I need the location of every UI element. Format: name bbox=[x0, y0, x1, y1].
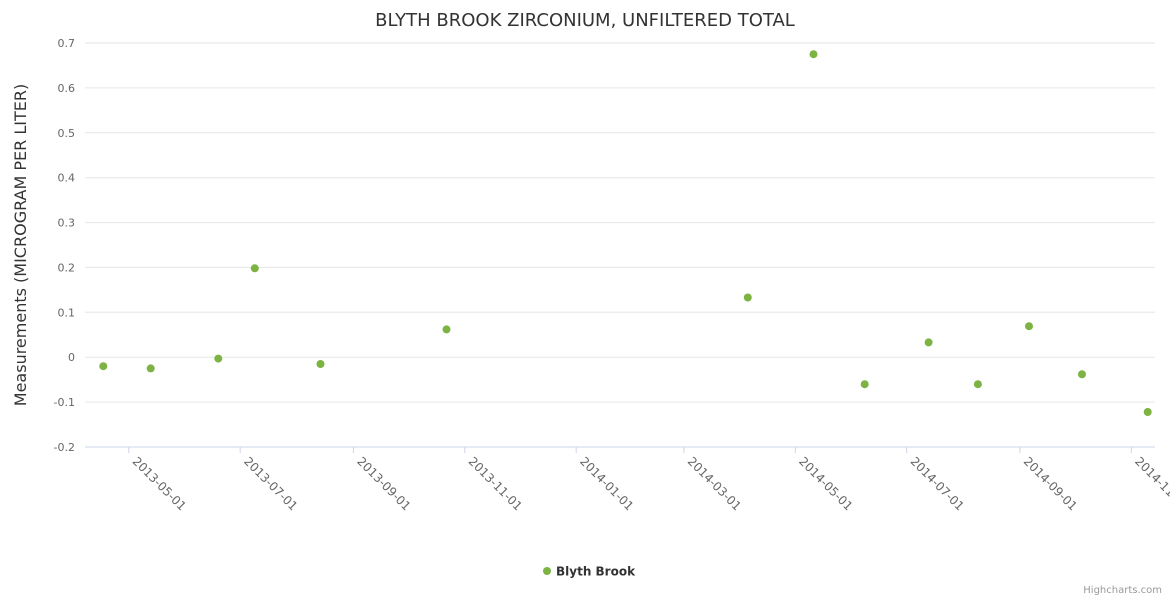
gridlines: 0.7 0.6 0.5 0.4 0.3 0.2 0.1 0 -0.1 -0.2 bbox=[54, 37, 1155, 454]
data-point[interactable] bbox=[973, 380, 982, 389]
y-axis-label: 0 bbox=[68, 351, 75, 364]
y-axis-label: 0.2 bbox=[58, 261, 76, 274]
highcharts-credits-link[interactable]: Highcharts.com bbox=[1083, 585, 1162, 596]
x-axis-label: 2013-07-01 bbox=[241, 454, 300, 513]
x-axis-label: 2014-11-01 bbox=[1132, 454, 1170, 513]
data-point[interactable] bbox=[743, 293, 752, 302]
x-axis-label: 2014-09-01 bbox=[1021, 454, 1080, 513]
data-point[interactable] bbox=[1143, 408, 1152, 416]
y-axis-label: 0.7 bbox=[58, 37, 76, 50]
x-axis-label: 2013-09-01 bbox=[354, 454, 413, 513]
x-axis-label: 2013-11-01 bbox=[466, 454, 525, 513]
y-axis-label: -0.2 bbox=[54, 441, 75, 454]
data-point[interactable] bbox=[316, 360, 325, 368]
y-axis-label: 0.5 bbox=[58, 127, 76, 140]
legend-marker-icon bbox=[543, 567, 551, 575]
data-point[interactable] bbox=[214, 354, 223, 363]
data-point[interactable] bbox=[146, 364, 155, 373]
data-point[interactable] bbox=[442, 325, 451, 334]
y-axis-label: 0.1 bbox=[58, 306, 76, 319]
legend-item-blyth-brook[interactable]: Blyth Brook bbox=[543, 565, 636, 579]
axes: 2013-05-01 2013-07-01 2013-09-01 2013-11-01… bbox=[85, 446, 1170, 513]
x-axis-label: 2014-05-01 bbox=[796, 454, 855, 513]
series-blyth-brook bbox=[99, 50, 1152, 416]
y-axis-label: 0.4 bbox=[58, 172, 76, 185]
x-axis-label: 2014-07-01 bbox=[908, 454, 967, 513]
y-axis-label: -0.1 bbox=[54, 396, 75, 409]
y-axis-label: 0.3 bbox=[58, 217, 76, 230]
x-axis-label: 2014-03-01 bbox=[685, 454, 744, 513]
legend-label: Blyth Brook bbox=[556, 565, 636, 579]
data-point[interactable] bbox=[1025, 322, 1033, 331]
data-point[interactable] bbox=[860, 380, 869, 389]
chart-title: BLYTH BROOK ZIRCONIUM, UNFILTERED TOTAL bbox=[375, 10, 795, 31]
data-point[interactable] bbox=[809, 50, 818, 59]
data-point[interactable] bbox=[250, 264, 259, 273]
y-axis-label: 0.6 bbox=[58, 82, 76, 95]
y-axis-title: Measurements (MICROGRAM PER LITER) bbox=[11, 84, 30, 406]
data-point[interactable] bbox=[1078, 370, 1086, 379]
x-axis-label: 2014-01-01 bbox=[577, 454, 636, 513]
x-axis-label: 2013-05-01 bbox=[130, 454, 189, 513]
data-point[interactable] bbox=[99, 362, 108, 371]
data-point[interactable] bbox=[924, 338, 933, 347]
